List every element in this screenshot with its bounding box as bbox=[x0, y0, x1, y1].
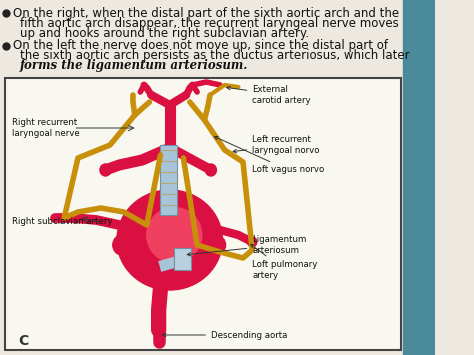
Text: C: C bbox=[18, 334, 28, 348]
Text: Descending aorta: Descending aorta bbox=[163, 331, 287, 339]
Text: Loft vagus norvo: Loft vagus norvo bbox=[214, 136, 324, 175]
Circle shape bbox=[205, 164, 217, 176]
Ellipse shape bbox=[117, 190, 222, 290]
Text: up and hooks around the right subclavian artery.: up and hooks around the right subclavian… bbox=[20, 27, 310, 39]
Circle shape bbox=[100, 164, 111, 176]
Circle shape bbox=[209, 236, 226, 254]
Text: forms the ligamentum arteriosum.: forms the ligamentum arteriosum. bbox=[20, 60, 248, 72]
Text: Right subclavian artery: Right subclavian artery bbox=[12, 218, 112, 226]
Text: Right recurrent
laryngoal nerve: Right recurrent laryngoal nerve bbox=[12, 118, 80, 138]
Bar bbox=[403, 0, 435, 355]
Bar bbox=[5, 78, 401, 350]
Text: the sixth aortic arch persists as the ductus arteriosus, which later: the sixth aortic arch persists as the du… bbox=[20, 49, 410, 62]
Text: On the right, when the distal part of the sixth aortic arch and the: On the right, when the distal part of th… bbox=[13, 6, 399, 20]
Circle shape bbox=[247, 237, 257, 247]
Ellipse shape bbox=[147, 208, 202, 262]
Bar bbox=[174, 248, 191, 270]
Text: Loft pulmonary
artery: Loft pulmonary artery bbox=[251, 244, 318, 280]
Text: Ligamentum
arteriosum: Ligamentum arteriosum bbox=[187, 235, 307, 256]
Text: fifth aortic arch disappear, the recurrent laryngeal nerve moves: fifth aortic arch disappear, the recurre… bbox=[20, 16, 399, 29]
Text: Left recurrent
laryngoal norvo: Left recurrent laryngoal norvo bbox=[233, 135, 319, 155]
Circle shape bbox=[113, 235, 131, 255]
Bar bbox=[161, 145, 177, 215]
Text: External
carotid artery: External carotid artery bbox=[227, 85, 311, 105]
Text: On the left the nerve does not move up, since the distal part of: On the left the nerve does not move up, … bbox=[13, 39, 388, 53]
